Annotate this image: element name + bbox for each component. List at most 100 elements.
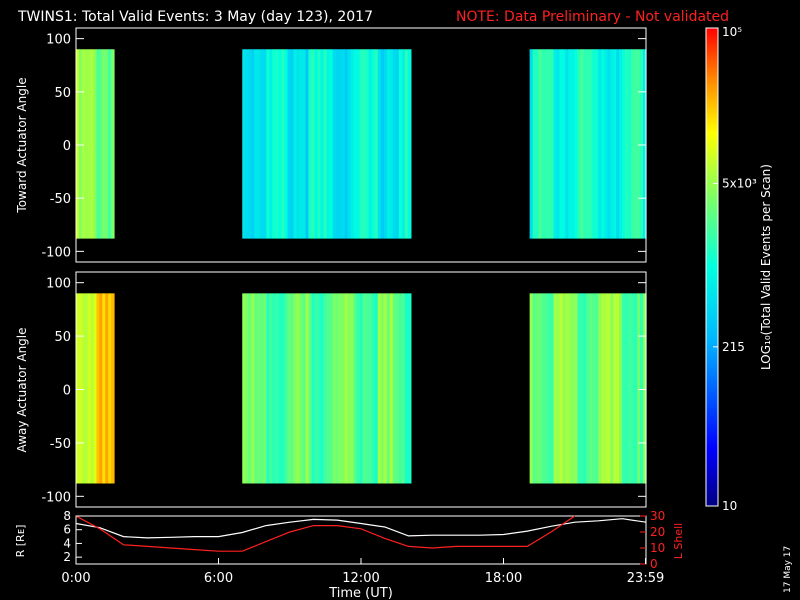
away-heatmap-column xyxy=(571,293,575,484)
toward-heatmap-column xyxy=(637,49,641,239)
away-heatmap-column xyxy=(245,293,249,484)
colorbar-tick-label: 215 xyxy=(722,340,745,354)
away-heatmap-column xyxy=(535,293,540,484)
toward-heatmap-column xyxy=(574,49,578,239)
toward-heatmap-column xyxy=(613,49,617,239)
toward-heatmap-column xyxy=(631,49,635,239)
away-heatmap-column xyxy=(550,293,555,484)
colorbar: 10⁵ 5x10³ 215 10 LOG₁₀(Total Valid Events p… xyxy=(705,25,773,513)
toward-heatmap-column xyxy=(359,49,364,239)
toward-heatmap-column xyxy=(257,49,261,239)
away-heatmap-column xyxy=(329,293,334,484)
away-y-label: Away Actuator Angle xyxy=(15,327,29,452)
toward-heatmap-column xyxy=(586,49,590,239)
away-heatmap-column xyxy=(371,293,376,484)
away-heatmap-column xyxy=(359,293,364,484)
away-heatmap-column xyxy=(401,293,406,484)
toward-heatmap-column xyxy=(565,49,570,239)
radius-tick-label: 2 xyxy=(63,550,71,564)
away-heatmap-column xyxy=(607,293,611,484)
toward-heatmap-column xyxy=(317,49,322,239)
toward-heatmap-column xyxy=(269,49,273,239)
toward-heatmap-column xyxy=(389,49,394,239)
toward-heatmap-column xyxy=(550,49,555,239)
orbit-lines xyxy=(75,515,647,552)
away-heatmap-column xyxy=(260,293,264,484)
toward-heatmap-column xyxy=(341,49,346,239)
toward-heatmap-column xyxy=(84,49,89,239)
away-heatmap-column xyxy=(269,293,273,484)
away-heatmap-column xyxy=(562,293,567,484)
away-heatmap-column xyxy=(87,293,92,484)
away-heatmap-column xyxy=(616,293,620,484)
toward-heatmap-column xyxy=(263,49,267,239)
toward-actuator-panel: 100 50 0 -50 -100 Toward Actuator Angle xyxy=(15,27,647,263)
away-heatmap-column xyxy=(380,293,385,484)
away-y-tick-label: -100 xyxy=(41,490,71,505)
toward-y-tick-label: -50 xyxy=(50,192,71,207)
away-heatmap-column xyxy=(574,293,578,484)
away-heatmap-column xyxy=(368,293,373,484)
away-heatmap-column xyxy=(529,293,534,484)
away-heatmap-column xyxy=(84,293,89,484)
orbit-right-ticks: 30 20 10 0 xyxy=(640,509,665,571)
colorbar-tick-label: 10⁵ xyxy=(722,25,742,39)
toward-heatmap-column xyxy=(371,49,376,239)
away-heatmap-column xyxy=(377,293,382,484)
toward-heatmap-column xyxy=(296,49,301,239)
away-heatmap-column xyxy=(99,293,103,484)
lshell-tick-label: 0 xyxy=(650,557,658,571)
away-heatmap-column xyxy=(281,293,286,484)
away-segment-0 xyxy=(76,293,115,484)
toward-heatmap-column xyxy=(401,49,406,239)
toward-y-tick-label: 0 xyxy=(63,139,71,154)
toward-heatmap-column xyxy=(272,49,276,239)
preliminary-note: NOTE: Data Preliminary - Not validated xyxy=(456,9,729,25)
away-heatmap-column xyxy=(580,293,584,484)
away-heatmap-column xyxy=(108,293,112,484)
toward-segment-0 xyxy=(76,49,115,239)
toward-heatmap-column xyxy=(111,49,115,239)
toward-heatmap-column xyxy=(308,49,313,239)
toward-segment-1 xyxy=(242,49,412,239)
toward-heatmap-column xyxy=(362,49,367,239)
toward-heatmap-column xyxy=(628,49,632,239)
toward-heatmap-column xyxy=(302,49,307,239)
away-heatmap-column xyxy=(532,293,537,484)
toward-heatmap-column xyxy=(76,49,80,239)
toward-heatmap-column xyxy=(311,49,316,239)
toward-heatmap-column xyxy=(547,49,552,239)
toward-heatmap-column xyxy=(305,49,310,239)
toward-segment-2 xyxy=(529,49,647,239)
toward-heatmap-column xyxy=(326,49,331,239)
toward-y-tick-label: -100 xyxy=(41,245,71,260)
toward-heatmap-column xyxy=(544,49,549,239)
toward-heatmap-column xyxy=(353,49,358,239)
toward-heatmap-column xyxy=(595,49,599,239)
away-heatmap-column xyxy=(538,293,543,484)
away-heatmap-column xyxy=(604,293,608,484)
away-heatmap-column xyxy=(96,293,100,484)
away-heatmap-column xyxy=(308,293,313,484)
toward-heatmap-column xyxy=(398,49,403,239)
toward-heatmap-column xyxy=(535,49,540,239)
radius-tick-label: 8 xyxy=(63,509,71,523)
colorbar-gradient xyxy=(705,27,719,507)
toward-heatmap-column xyxy=(532,49,537,239)
radius-tick-label: 4 xyxy=(63,536,71,550)
away-heatmap-column xyxy=(302,293,307,484)
away-heatmap-column xyxy=(93,293,98,484)
away-heatmap-column xyxy=(631,293,635,484)
toward-heatmap-column xyxy=(607,49,611,239)
away-heatmap-column xyxy=(78,293,83,484)
away-heatmap-column xyxy=(577,293,581,484)
toward-heatmap-column xyxy=(368,49,373,239)
toward-heatmap-column xyxy=(610,49,614,239)
away-heatmap-column xyxy=(284,293,289,484)
toward-heatmap-column xyxy=(592,49,596,239)
toward-heatmap-column xyxy=(338,49,343,239)
away-heatmap-column xyxy=(314,293,319,484)
away-heatmap-column xyxy=(637,293,641,484)
toward-heatmap-column xyxy=(275,49,279,239)
